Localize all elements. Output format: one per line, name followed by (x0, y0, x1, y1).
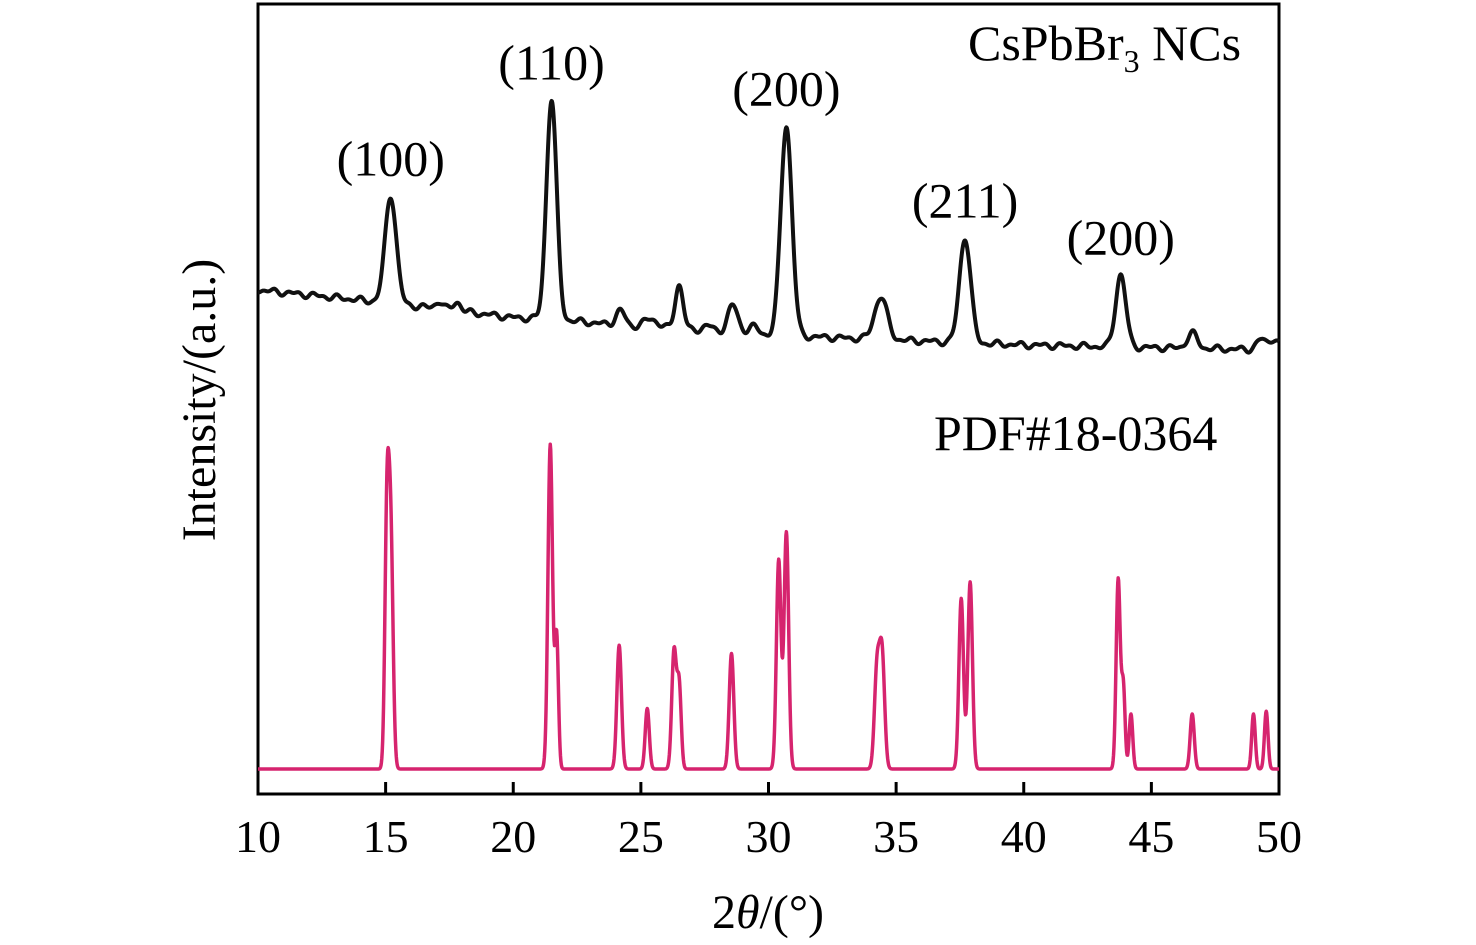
x-axis-ticks (256, 782, 1281, 794)
x-tick-label: 40 (1001, 811, 1047, 862)
peak-label: (110) (498, 34, 604, 90)
x-axis-title-prefix: 2 (712, 886, 736, 939)
sample-name-tail: NCs (1140, 15, 1241, 71)
x-tick-label: 50 (1256, 811, 1302, 862)
x-tick-label: 10 (235, 811, 281, 862)
peak-label: (200) (1067, 209, 1175, 265)
x-tick-label: 20 (490, 811, 536, 862)
sample-name-sub: 3 (1124, 43, 1140, 79)
x-axis-tick-labels: 10 15 20 25 30 35 40 45 50 (235, 811, 1302, 862)
peak-label: (211) (912, 173, 1018, 229)
x-tick-label: 15 (363, 811, 409, 862)
sample-series-line (256, 98, 1281, 355)
x-axis-title: 2θ/(°) (712, 886, 824, 939)
x-tick-label: 25 (618, 811, 664, 862)
peak-label: (100) (337, 131, 445, 187)
x-axis-title-suffix: /(°) (760, 886, 825, 939)
plot-frame (256, 2, 1281, 796)
peak-labels: (100) (110) (200) (211) (200) (337, 34, 1175, 265)
y-axis-title: Intensity/(a.u.) (173, 259, 226, 542)
reference-series-line (256, 442, 1281, 771)
x-tick-label: 35 (873, 811, 919, 862)
reference-series-label: PDF#18-0364 (934, 405, 1217, 461)
sample-series-label: CsPbBr3 NCs (968, 15, 1241, 79)
series-lines (256, 98, 1281, 771)
x-tick-label: 30 (746, 811, 792, 862)
x-axis-title-theta: θ (736, 886, 760, 939)
sample-name-main: CsPbBr (968, 15, 1124, 71)
peak-label: (200) (732, 61, 840, 117)
x-tick-label: 45 (1128, 811, 1174, 862)
